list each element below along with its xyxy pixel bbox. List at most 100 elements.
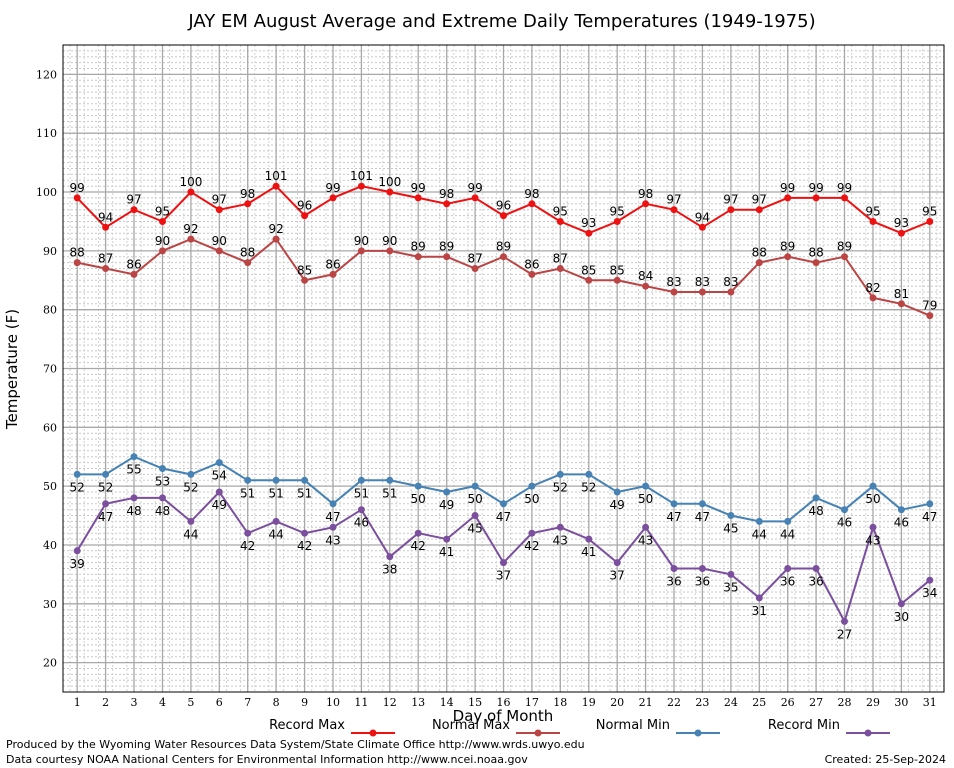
data-point	[414, 482, 422, 490]
data-label: 86	[524, 257, 539, 271]
series-record-min: 39 47 48 48 44 49 42 44 42 43 46 38 42 41 45 37 42 43 41 37…	[70, 488, 937, 641]
data-point	[215, 488, 223, 496]
data-label: 88	[70, 246, 85, 260]
data-label: 88	[808, 246, 823, 260]
data-point	[471, 265, 479, 272]
legend-item: Normal Max	[432, 718, 560, 737]
x-tick-label: 10	[326, 696, 340, 709]
y-tick-label: 70	[43, 363, 57, 376]
series-normal-min: 52 52 55 53 52 54 51 51 51 47 51 51 50 49 50 47 50 52 52 49…	[70, 453, 937, 541]
data-point	[102, 265, 110, 272]
data-label: 42	[297, 539, 312, 553]
data-label: 55	[126, 463, 141, 477]
data-point	[130, 494, 138, 502]
data-label: 50	[467, 492, 482, 506]
data-label: 54	[212, 469, 227, 483]
legend-label: Record Max	[269, 718, 345, 733]
data-point	[869, 482, 877, 490]
data-point	[471, 512, 479, 519]
data-label: 89	[439, 240, 454, 254]
x-tick-label: 24	[724, 696, 738, 709]
x-tick-label: 20	[610, 696, 624, 709]
chart-title: JAY EM August Average and Extreme Daily …	[187, 11, 815, 32]
x-tick-label: 19	[582, 696, 596, 709]
x-tick-label: 3	[131, 696, 138, 709]
data-point	[357, 182, 365, 190]
x-tick-label: 11	[354, 696, 368, 709]
data-label: 99	[467, 181, 482, 195]
data-point	[613, 488, 621, 496]
data-label: 87	[98, 252, 113, 266]
data-label: 94	[98, 210, 113, 224]
data-point	[301, 529, 309, 537]
data-label: 97	[666, 193, 681, 207]
data-label: 44	[780, 527, 795, 541]
data-label: 90	[382, 234, 397, 248]
y-tick-label: 30	[43, 598, 57, 611]
data-point	[926, 576, 934, 584]
data-label: 52	[70, 480, 85, 494]
legend-item: Record Max	[269, 718, 395, 737]
data-point	[244, 476, 252, 484]
data-label: 99	[780, 181, 795, 195]
data-point	[215, 459, 223, 467]
data-point	[812, 194, 820, 202]
data-point	[613, 276, 621, 284]
legend-swatch-marker	[864, 729, 872, 737]
data-point	[812, 494, 820, 502]
data-label: 98	[524, 187, 539, 201]
data-point	[386, 188, 394, 196]
y-axis-ticks: 20 30 40 50 60 70 80 90 100 110 120	[36, 68, 57, 669]
data-point	[73, 547, 81, 555]
data-point	[386, 247, 394, 255]
data-point	[869, 218, 877, 225]
data-label: 99	[325, 181, 340, 195]
data-label: 95	[865, 205, 880, 219]
data-label: 36	[780, 575, 795, 589]
series: 99 94 97 95 100 97 98 101 96 99 101 100 99 98 99 96 98 95…	[70, 169, 938, 641]
x-tick-label: 18	[553, 696, 567, 709]
data-label: 89	[411, 240, 426, 254]
data-label: 31	[752, 604, 767, 618]
data-label: 44	[183, 527, 198, 541]
data-point	[73, 470, 81, 478]
data-label: 89	[837, 240, 852, 254]
data-point	[73, 194, 81, 202]
data-point	[841, 506, 848, 514]
data-point	[500, 253, 507, 261]
data-point	[301, 276, 309, 284]
data-point	[244, 259, 252, 267]
data-point	[414, 194, 422, 202]
data-label: 88	[752, 246, 767, 260]
data-label: 41	[439, 545, 454, 559]
data-point	[642, 282, 650, 290]
data-label: 90	[354, 234, 369, 248]
data-label: 97	[752, 193, 767, 207]
data-point	[329, 523, 337, 531]
data-label: 93	[894, 216, 909, 230]
data-point	[755, 206, 763, 214]
data-point	[443, 200, 451, 208]
data-point	[670, 288, 678, 296]
data-label: 99	[837, 181, 852, 195]
data-label: 43	[638, 533, 653, 547]
x-tick-label: 13	[411, 696, 425, 709]
data-label: 95	[155, 205, 170, 219]
data-label: 90	[155, 234, 170, 248]
data-point	[102, 470, 110, 478]
data-label: 47	[666, 510, 681, 524]
data-label: 43	[865, 533, 880, 547]
data-label: 27	[837, 627, 852, 641]
data-label: 46	[837, 516, 852, 530]
data-label: 83	[666, 275, 681, 289]
data-point	[329, 270, 337, 278]
x-axis-ticks: 1 2 3 4 5 6 7 8 9 10 11 12 13 14 15 16 17 18 19 20 21 22 23 24 2…	[74, 696, 937, 709]
data-label: 51	[382, 486, 397, 500]
x-tick-label: 1	[74, 696, 81, 709]
data-label: 92	[183, 222, 198, 236]
data-label: 85	[610, 263, 625, 277]
data-label: 52	[98, 480, 113, 494]
legend: Record Max Normal Max Normal Min Record Min	[269, 718, 890, 737]
data-label: 46	[354, 516, 369, 530]
data-point	[272, 182, 280, 190]
